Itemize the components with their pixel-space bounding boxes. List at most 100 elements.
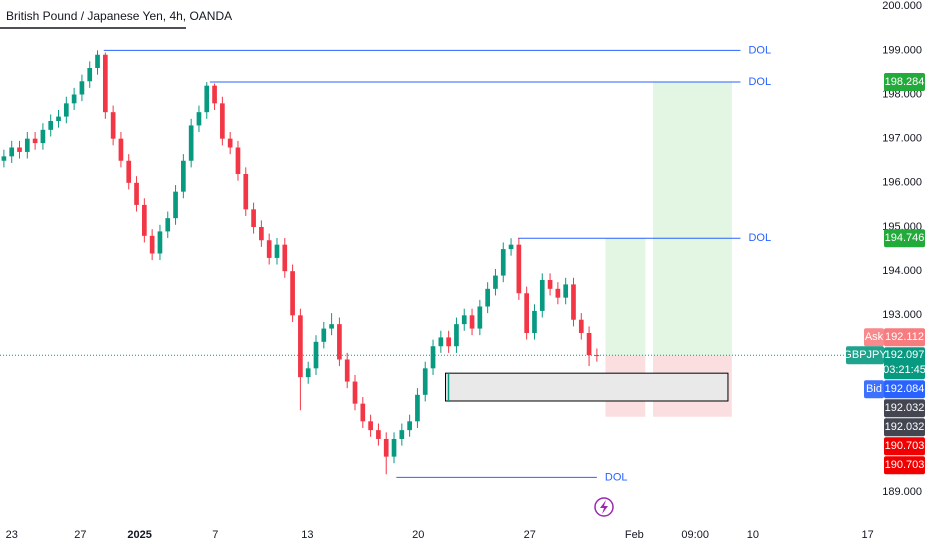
level-label: DOL — [605, 471, 628, 483]
price-tag-box — [884, 437, 925, 456]
candle-body — [399, 430, 405, 439]
price-tag-value: 192.112 — [885, 331, 924, 343]
candle-body — [149, 235, 155, 254]
y-tick-label: 193.000 — [882, 309, 922, 321]
price-tag-box — [884, 380, 925, 399]
candle-body — [220, 103, 225, 139]
candle-body — [391, 438, 397, 457]
zones — [445, 81, 732, 417]
candle-body — [446, 337, 451, 347]
candle-body — [40, 129, 46, 144]
candle-body — [32, 138, 38, 144]
price-tag-box — [884, 347, 925, 380]
price-tag-name: Bid — [866, 383, 882, 395]
y-tick-label: 189.000 — [882, 486, 922, 498]
candle-body — [134, 182, 139, 205]
candle-body — [368, 421, 373, 431]
candle-body — [586, 332, 592, 356]
candle-body — [352, 381, 358, 404]
price-tag-box — [884, 399, 925, 418]
candle-body — [24, 138, 30, 152]
candle-body — [555, 288, 561, 298]
x-tick-label: 2025 — [127, 529, 151, 541]
candle-body — [227, 138, 233, 148]
candle-body — [274, 244, 280, 258]
event-icon[interactable] — [594, 497, 614, 517]
candle-body — [532, 310, 537, 333]
candle-body — [461, 315, 467, 325]
price-tag-box — [884, 418, 925, 437]
price-tag-name-box — [864, 328, 884, 347]
candle-body — [110, 112, 116, 139]
candle-body — [376, 430, 381, 439]
candle-body — [126, 160, 132, 183]
candle-body — [181, 160, 186, 192]
candle-body — [102, 54, 108, 113]
candle-body — [1, 156, 7, 161]
price-tag-countdown: 03:21:45 — [883, 364, 926, 376]
candle-body — [56, 116, 61, 122]
candle-body — [337, 324, 342, 360]
candle-body — [547, 279, 553, 289]
candle-body — [415, 394, 420, 422]
candle-body — [87, 68, 93, 82]
candle-body — [485, 288, 490, 307]
candle-body — [95, 54, 100, 69]
x-tick-label: 17 — [862, 529, 874, 541]
candle-body — [383, 438, 389, 457]
candle-body — [142, 204, 147, 236]
candle-body — [477, 306, 483, 329]
candle-body — [9, 147, 15, 157]
candle-body — [360, 403, 366, 422]
price-tag-value: 190.703 — [885, 459, 925, 471]
candle-body — [48, 121, 54, 130]
price-tag-value: 190.703 — [885, 440, 925, 452]
price-tag-box — [884, 456, 925, 475]
level-label: DOL — [748, 76, 771, 88]
candle-body — [321, 328, 327, 342]
candle-body — [539, 279, 545, 311]
levels: DOL DOL DOL DOL — [0, 44, 845, 483]
price-tag-name: GBPJPY — [843, 349, 887, 361]
candle-body — [438, 337, 444, 347]
chart-title: British Pound / Japanese Yen, 4h, OANDA — [6, 9, 232, 23]
price-tag-name-box — [846, 346, 884, 365]
price-tag-name: Ask — [865, 331, 884, 343]
price-tag-name-box — [864, 380, 884, 399]
candle-body — [469, 315, 475, 329]
candle-body — [71, 94, 77, 104]
price-tag-box — [884, 328, 925, 347]
candle-body — [493, 275, 498, 289]
candle-body — [305, 368, 311, 378]
candle-body — [454, 324, 459, 347]
candle-body — [298, 315, 303, 378]
candle-body — [259, 226, 264, 241]
x-tick-label: 10 — [747, 529, 759, 541]
y-tick-label: 200.000 — [882, 0, 922, 12]
candle-body — [329, 324, 334, 329]
price-tag-box — [884, 229, 925, 248]
candle-body — [516, 244, 522, 294]
price-tag-value: 192.032 — [885, 421, 925, 433]
candle-body — [63, 103, 69, 117]
y-tick-label: 199.000 — [882, 44, 922, 56]
candle-body — [594, 355, 600, 357]
zone — [445, 372, 729, 402]
x-tick-label: 7 — [212, 529, 218, 541]
price-tag-value: 192.084 — [885, 383, 925, 395]
title-box — [0, 6, 188, 28]
candle-body — [157, 231, 163, 254]
candle-body — [313, 341, 319, 369]
candle-body — [563, 284, 569, 298]
y-tick-label: 196.000 — [882, 177, 922, 189]
candle-body — [266, 240, 272, 258]
candle-body — [524, 293, 530, 333]
x-tick-label: 23 — [6, 529, 18, 541]
price-tag-box — [884, 72, 925, 91]
price-tag-value: 192.097 — [885, 349, 925, 361]
candle-body — [204, 85, 210, 113]
candles — [1, 50, 600, 475]
candle-body — [17, 147, 22, 152]
